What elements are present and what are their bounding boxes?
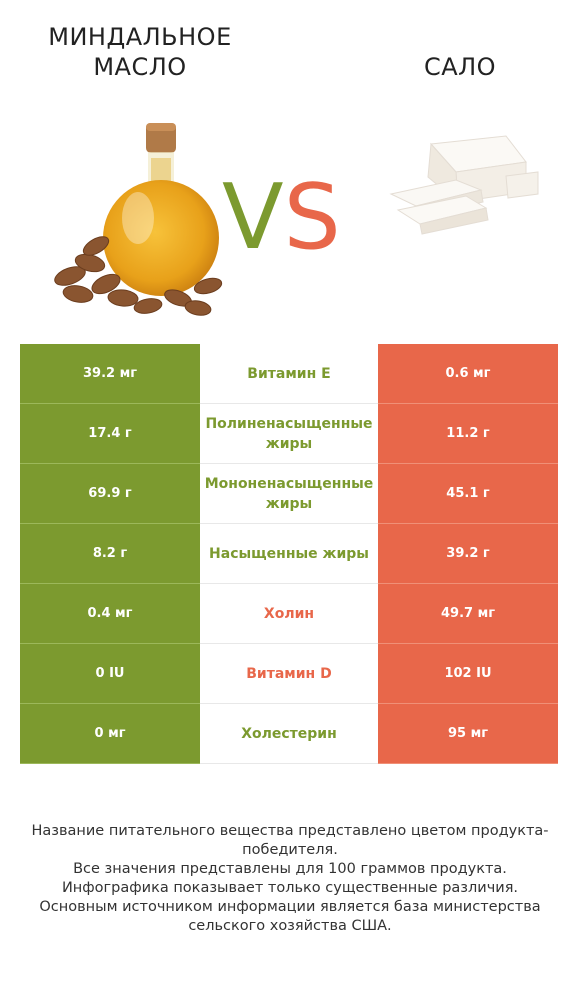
footer-notes: Название питательного вещества представл… — [20, 822, 560, 936]
footer-line-2: Все значения представлены для 100 граммо… — [73, 861, 507, 877]
left-value: 0 IU — [20, 644, 200, 704]
left-value: 69.9 г — [20, 464, 200, 524]
left-value: 8.2 г — [20, 524, 200, 584]
nutrient-name: Мононенасыщенные жиры — [200, 464, 378, 524]
right-value: 45.1 г — [378, 464, 558, 524]
vs-s: S — [283, 165, 341, 270]
nutrient-name: Холин — [200, 584, 378, 644]
left-value: 17.4 г — [20, 404, 200, 464]
right-product-title: Сало — [423, 53, 497, 81]
right-value: 49.7 мг — [378, 584, 558, 644]
footer-line-1: Название питательного вещества представл… — [31, 823, 549, 858]
right-value: 95 мг — [378, 704, 558, 764]
table-row: 0 IU Витамин D 102 IU — [20, 644, 558, 704]
right-value: 0.6 мг — [378, 344, 558, 404]
nutrient-name: Полиненасыщенные жиры — [200, 404, 378, 464]
footer-line-4: Основным источником информации является … — [39, 899, 541, 934]
almond-oil-image — [54, 123, 223, 316]
left-value: 0 мг — [20, 704, 200, 764]
pork-fat-image — [389, 135, 539, 235]
nutrient-name: Холестерин — [200, 704, 378, 764]
table-row: 39.2 мг Витамин E 0.6 мг — [20, 344, 558, 404]
right-value: 102 IU — [378, 644, 558, 704]
table-row: 17.4 г Полиненасыщенные жиры 11.2 г — [20, 404, 558, 464]
nutrient-name: Насыщенные жиры — [200, 524, 378, 584]
left-value: 0.4 мг — [20, 584, 200, 644]
nutrient-name: Витамин D — [200, 644, 378, 704]
table-row: 8.2 г Насыщенные жиры 39.2 г — [20, 524, 558, 584]
table-row: 0 мг Холестерин 95 мг — [20, 704, 558, 764]
vs-v: V — [222, 165, 284, 270]
footer-line-3: Инфографика показывает только существенн… — [61, 880, 519, 896]
left-product-title: Миндальное масло — [48, 23, 232, 81]
vs-label: VS — [222, 168, 341, 268]
table-row: 0.4 мг Холин 49.7 мг — [20, 584, 558, 644]
nutrient-name: Витамин E — [200, 344, 378, 404]
left-value: 39.2 мг — [20, 344, 200, 404]
comparison-table: 39.2 мг Витамин E 0.6 мг 17.4 г Полиненасыще… — [20, 344, 558, 764]
right-value: 39.2 г — [378, 524, 558, 584]
right-value: 11.2 г — [378, 404, 558, 464]
table-row: 69.9 г Мононенасыщенные жиры 45.1 г — [20, 464, 558, 524]
